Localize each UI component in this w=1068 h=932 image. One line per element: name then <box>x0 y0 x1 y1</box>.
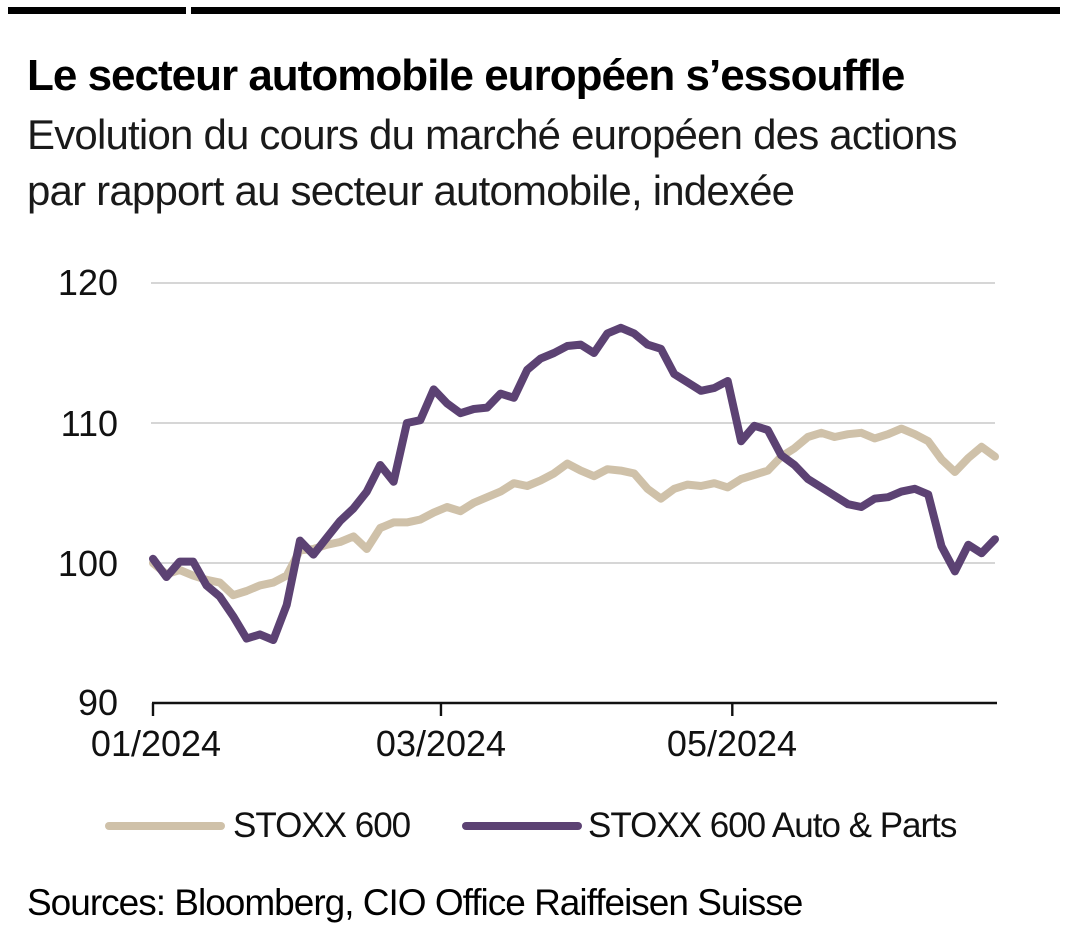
legend-swatch-stoxx600 <box>105 822 225 830</box>
chart-title: Le secteur automobile européen s’essouff… <box>27 51 905 100</box>
top-rule-right-segment <box>191 7 1060 14</box>
chart-subtitle-line-1: Evolution du cours du marché européen de… <box>27 111 958 158</box>
y-axis-label-110: 110 <box>60 403 118 444</box>
series-line-stoxx-600-auto-parts <box>149 323 999 644</box>
chart-subtitle-line-2: par rapport au secteur automobile, index… <box>27 167 795 214</box>
series-line-stoxx-600 <box>149 424 999 600</box>
x-axis-label-mar-2024: 03/2024 <box>375 723 507 764</box>
x-axis-label-may-2024: 05/2024 <box>666 723 798 764</box>
y-axis-label-90: 90 <box>77 682 118 723</box>
x-axis-label-jan-2024: 01/2024 <box>90 723 222 764</box>
top-rule-left-segment <box>8 7 186 14</box>
y-axis-label-120: 120 <box>57 262 118 303</box>
legend-label-stoxx600-auto-parts: STOXX 600 Auto & Parts <box>588 806 957 845</box>
legend-swatch-stoxx600-auto-parts <box>462 822 582 830</box>
y-axis-label-100: 100 <box>57 543 118 584</box>
legend-label-stoxx600: STOXX 600 <box>233 806 411 845</box>
sources-note: Sources: Bloomberg, CIO Office Raiffeise… <box>27 882 803 923</box>
